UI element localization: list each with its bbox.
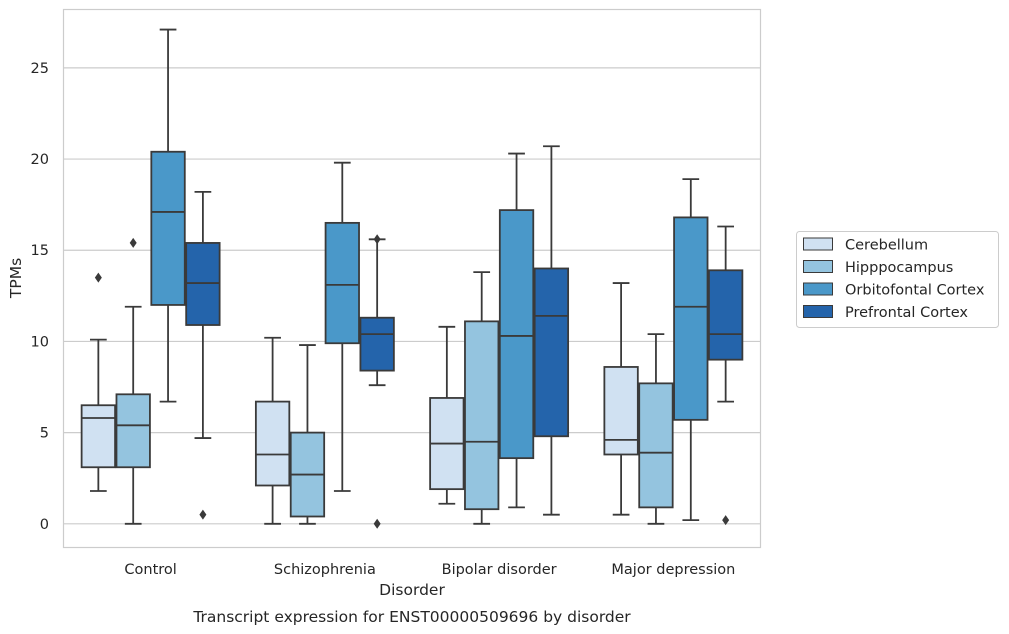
y-tick-label: 15	[31, 243, 49, 259]
box	[464, 320, 500, 511]
box-group	[464, 271, 500, 525]
outlier-point	[94, 272, 102, 283]
box	[708, 269, 744, 361]
y-tick-label: 20	[31, 152, 49, 168]
box-group	[185, 190, 221, 520]
box	[80, 404, 116, 469]
x-tick-label: Schizophrenia	[274, 562, 376, 578]
x-tick-label: Major depression	[611, 562, 735, 578]
box-group	[603, 282, 639, 516]
y-tick-label: 0	[40, 517, 49, 533]
box-group	[150, 28, 186, 403]
box-group	[254, 336, 291, 525]
legend-swatch	[803, 282, 833, 296]
plot-frame	[62, 8, 762, 549]
legend-swatch	[803, 237, 833, 251]
box-group	[673, 178, 709, 522]
x-axis-label: Disorder	[379, 581, 445, 599]
box-group	[80, 272, 116, 492]
x-tick-label: Bipolar disorder	[442, 562, 557, 578]
outlier-point	[129, 237, 137, 248]
box	[638, 382, 674, 509]
box	[498, 209, 535, 460]
legend-swatch	[803, 260, 833, 273]
box	[150, 150, 186, 306]
box	[115, 393, 151, 469]
box-group	[708, 225, 744, 526]
box	[254, 400, 291, 487]
x-tick-label: Control	[124, 562, 176, 578]
legend: Cerebellum Hipppocampus Orbitofontal Corte…	[796, 231, 999, 328]
box	[185, 242, 221, 326]
box	[359, 316, 395, 372]
box-group	[324, 161, 360, 492]
box-group	[359, 234, 395, 529]
box-group	[533, 145, 570, 516]
box-group	[498, 152, 535, 509]
box-group	[638, 333, 674, 525]
legend-frame	[796, 231, 999, 328]
y-tick-label: 10	[31, 334, 49, 350]
box	[324, 221, 360, 345]
box-group	[429, 325, 465, 505]
plot-area	[80, 28, 744, 529]
chart-title: Transcript expression for ENST0000050969…	[192, 608, 631, 626]
box	[673, 216, 709, 421]
y-tick-label: 5	[40, 426, 49, 442]
outlier-point	[722, 515, 730, 526]
y-axis-label: TPMs	[7, 258, 25, 299]
legend-label: Cerebellum	[845, 238, 928, 254]
box-group	[115, 237, 151, 525]
x-tick-labels: Control Schizophrenia Bipolar disorder Majo…	[124, 562, 735, 578]
legend-label: Orbitofontal Cortex	[845, 283, 985, 299]
y-tick-labels: 0 5 10 15 20 25	[31, 61, 49, 533]
box	[603, 366, 639, 456]
legend-label: Hipppocampus	[845, 260, 953, 276]
legend-swatch	[803, 305, 833, 318]
outlier-point	[373, 518, 381, 529]
box	[533, 267, 570, 438]
y-tick-label: 25	[31, 61, 49, 77]
legend-label: Prefrontal Cortex	[845, 305, 968, 321]
outlier-point	[373, 234, 381, 245]
box-group	[289, 344, 326, 525]
outlier-point	[199, 509, 207, 520]
